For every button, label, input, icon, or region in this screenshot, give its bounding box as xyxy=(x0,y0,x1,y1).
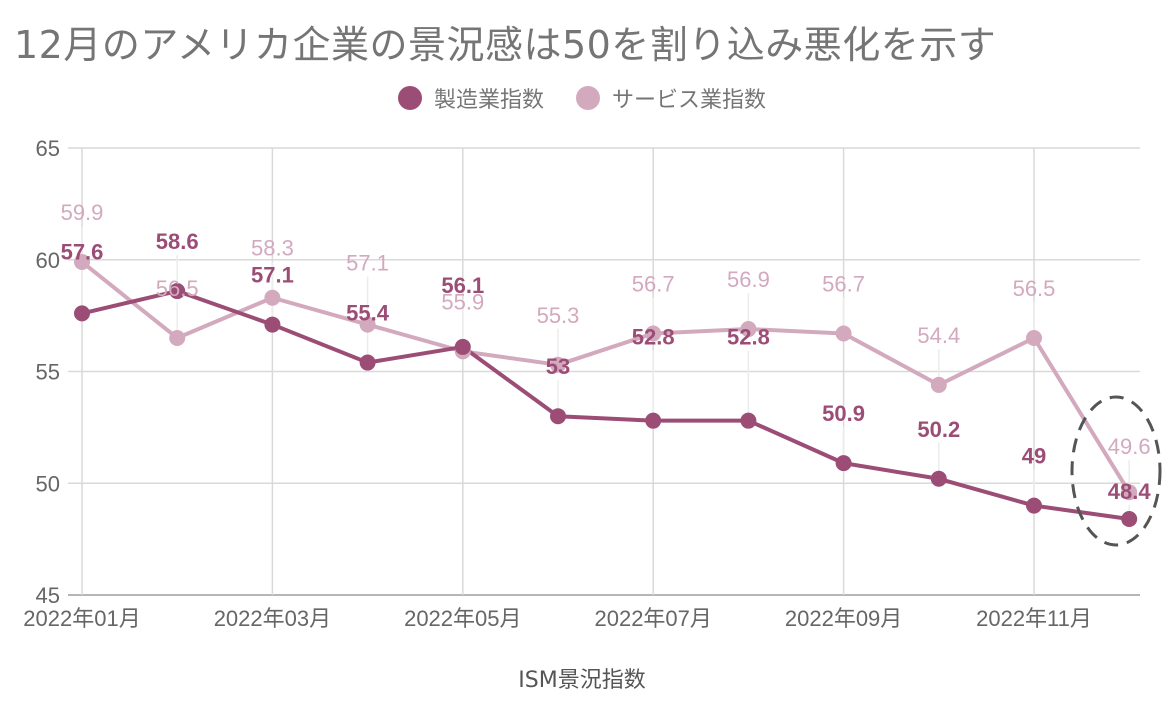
x-axis-title: ISM景況指数 xyxy=(518,668,646,693)
data-label-manufacturing: 50.9 xyxy=(822,401,865,426)
data-point-manufacturing xyxy=(1121,511,1138,528)
data-label-services: 49.6 xyxy=(1108,434,1151,459)
data-point-services xyxy=(264,289,281,306)
data-label-services: 58.3 xyxy=(251,236,294,261)
legend-marker-manufacturing xyxy=(397,86,422,110)
data-point-services xyxy=(169,329,186,346)
data-label-manufacturing: 48.4 xyxy=(1108,479,1152,504)
data-point-manufacturing xyxy=(454,338,471,355)
legend-item-manufacturing[interactable]: 製造業指数 xyxy=(397,82,544,114)
y-tick-label: 55 xyxy=(36,360,60,385)
legend-label-services: サービス業指数 xyxy=(612,88,767,113)
data-point-manufacturing xyxy=(930,470,947,487)
data-label-services: 56.7 xyxy=(822,272,865,297)
data-point-manufacturing xyxy=(835,455,852,472)
data-point-services xyxy=(550,356,566,373)
chart-title: 12月のアメリカ企業の景況感は50を割り込み悪化を示す xyxy=(14,23,997,67)
y-tick-label: 60 xyxy=(36,248,60,273)
data-point-services xyxy=(645,325,662,342)
data-label-manufacturing: 55.4 xyxy=(346,301,390,326)
data-point-services xyxy=(740,321,757,338)
data-label-services: 56.7 xyxy=(632,272,675,297)
legend-item-services[interactable]: サービス業指数 xyxy=(576,82,766,114)
data-label-services: 56.5 xyxy=(156,276,199,301)
data-point-manufacturing xyxy=(740,412,757,429)
data-label-manufacturing: 53 xyxy=(546,354,570,379)
data-label-services: 54.4 xyxy=(917,323,960,348)
data-label-services: 55.9 xyxy=(441,289,484,314)
data-label-manufacturing: 52.8 xyxy=(632,325,675,350)
data-point-services xyxy=(1026,329,1042,346)
data-label-manufacturing: 52.8 xyxy=(727,325,770,350)
x-tick-label: 2022年09月 xyxy=(785,606,902,631)
data-label-manufacturing: 50.2 xyxy=(917,417,960,442)
data-label-services: 55.3 xyxy=(537,303,580,328)
y-tick-label: 45 xyxy=(36,583,60,608)
legend-label-manufacturing: 製造業指数 xyxy=(433,88,544,113)
data-point-manufacturing xyxy=(359,354,376,371)
data-point-services xyxy=(835,325,852,342)
y-tick-label: 50 xyxy=(36,471,60,496)
data-label-services: 57.1 xyxy=(346,251,389,276)
data-label-manufacturing: 57.1 xyxy=(251,263,294,288)
data-point-manufacturing xyxy=(1026,497,1042,514)
data-label-manufacturing: 58.6 xyxy=(156,229,199,254)
data-label-services: 56.9 xyxy=(727,267,770,292)
data-point-manufacturing xyxy=(645,412,662,429)
legend-marker-services xyxy=(576,86,600,110)
data-point-manufacturing xyxy=(264,316,281,333)
data-point-services xyxy=(74,253,90,270)
data-point-manufacturing xyxy=(74,305,90,322)
x-tick-label: 2022年11月 xyxy=(976,606,1092,631)
data-label-services: 56.5 xyxy=(1013,276,1056,301)
data-point-services xyxy=(1121,484,1138,501)
series-line-manufacturing xyxy=(81,289,1130,521)
x-tick-label: 2022年07月 xyxy=(594,606,711,631)
series-line-services xyxy=(80,260,1131,494)
data-label-services: 59.9 xyxy=(61,200,104,225)
data-label-manufacturing: 56.1 xyxy=(441,273,484,298)
data-label-manufacturing: 49 xyxy=(1022,444,1046,469)
y-tick-label: 65 xyxy=(36,136,60,161)
data-point-manufacturing xyxy=(169,283,186,300)
data-point-manufacturing xyxy=(550,408,566,425)
x-tick-label: 2022年05月 xyxy=(404,606,521,631)
x-tick-label: 2022年03月 xyxy=(214,606,331,631)
legend: 製造業指数 サービス業指数 xyxy=(0,82,1164,114)
x-tick-label: 2022年01月 xyxy=(23,606,140,631)
data-point-services xyxy=(359,316,376,333)
data-label-manufacturing: 57.6 xyxy=(61,239,104,264)
data-point-services xyxy=(930,376,947,393)
highlight-ellipse xyxy=(1070,395,1162,547)
